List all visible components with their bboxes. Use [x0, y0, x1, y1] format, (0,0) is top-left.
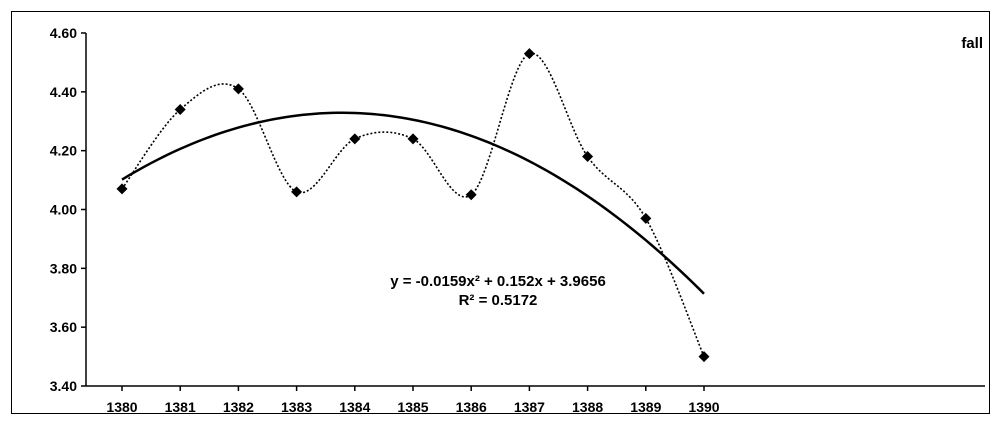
y-tick-label: 4.20	[50, 143, 77, 159]
data-point-marker	[232, 83, 244, 95]
x-tick-label: 1387	[514, 399, 545, 415]
chart-frame	[11, 11, 990, 414]
data-point-marker	[582, 151, 594, 163]
y-tick-label: 3.80	[50, 260, 77, 276]
trendline-equation: y = -0.0159x² + 0.152x + 3.9656	[390, 273, 606, 290]
y-tick-label: 3.60	[50, 319, 77, 335]
axes	[85, 33, 985, 387]
series-line-fall	[121, 52, 705, 357]
x-tick-label: 1385	[397, 399, 428, 415]
data-point-marker	[174, 103, 186, 115]
x-tick-label: 1381	[165, 399, 196, 415]
x-tick-label: 1383	[281, 399, 312, 415]
y-tick-label: 4.40	[50, 84, 77, 100]
markers-group	[116, 48, 710, 363]
x-tick-label: 1384	[339, 399, 370, 415]
data-point-marker	[523, 48, 535, 60]
x-tick-label: 1386	[456, 399, 487, 415]
x-axis-ticks: 1380 1381 1382 1383 1384 1385 1386 1387 1388 1389…	[106, 386, 720, 415]
data-point-marker	[349, 133, 361, 145]
x-tick-label: 1390	[688, 399, 719, 415]
data-point-marker	[291, 186, 303, 198]
x-tick-label: 1388	[572, 399, 603, 415]
trendline-r-squared: R² = 0.5172	[459, 292, 538, 309]
y-tick-label: 3.40	[50, 378, 77, 394]
data-point-marker	[116, 183, 128, 195]
data-point-marker	[407, 133, 419, 145]
trendline-group	[121, 111, 705, 295]
data-point-marker	[640, 212, 652, 224]
y-tick-label: 4.60	[50, 25, 77, 41]
y-tick-label: 4.00	[50, 202, 77, 218]
x-tick-label: 1389	[630, 399, 661, 415]
data-point-marker	[698, 351, 710, 363]
series-group	[121, 52, 705, 357]
series-label-fall: fall	[961, 35, 983, 52]
x-tick-label: 1380	[106, 399, 137, 415]
x-tick-label: 1382	[223, 399, 254, 415]
trendline-curve	[121, 111, 705, 295]
y-axis-ticks: 3.40 3.60 3.80 4.00 4.20 4.40 4.60	[50, 25, 86, 394]
data-point-marker	[465, 189, 477, 201]
